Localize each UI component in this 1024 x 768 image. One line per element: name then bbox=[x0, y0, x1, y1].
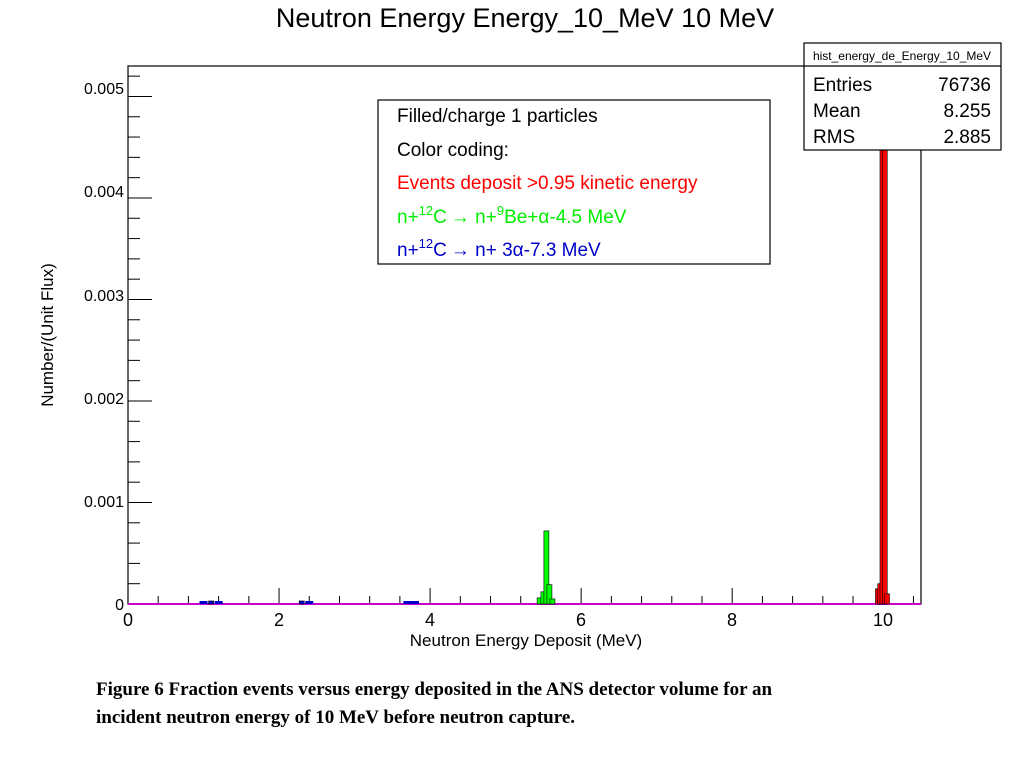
data-bar bbox=[543, 530, 550, 605]
stats-box: hist_energy_de_Energy_10_MeV Entries 767… bbox=[803, 42, 1002, 151]
stats-label: Mean bbox=[813, 101, 861, 122]
legend-line-blue: n+12C → n+ 3α-7.3 MeV bbox=[397, 236, 601, 261]
y-axis-minor-ticks bbox=[128, 75, 152, 605]
data-point bbox=[403, 601, 412, 604]
data-bar bbox=[884, 593, 890, 605]
x-axis-label: Neutron Energy Deposit (MeV) bbox=[410, 631, 642, 650]
caption-line: Figure 6 Fraction events versus energy d… bbox=[96, 679, 773, 700]
y-axis-label: Number/(Unit Flux) bbox=[38, 263, 57, 407]
legend-line-green: n+12C → n+9Be+α-4.5 MeV bbox=[397, 203, 627, 228]
data-bar bbox=[881, 116, 888, 605]
data-point bbox=[199, 601, 208, 604]
figure-caption: Figure 6 Fraction events versus energy d… bbox=[96, 676, 956, 732]
stats-value: 76736 bbox=[938, 75, 991, 96]
y-tick-label: 0.002 bbox=[84, 391, 124, 408]
x-tick-label: 6 bbox=[576, 610, 586, 630]
legend-line-red: Events deposit >0.95 kinetic energy bbox=[397, 173, 698, 194]
y-tick-label: 0.005 bbox=[84, 81, 124, 98]
x-tick-label: 4 bbox=[425, 610, 435, 630]
legend-frame bbox=[377, 99, 771, 265]
stats-label: Entries bbox=[813, 75, 872, 96]
stats-label: RMS bbox=[813, 127, 855, 148]
x-tick-label: 8 bbox=[727, 610, 737, 630]
legend-line-color-coding: Color coding: bbox=[397, 140, 509, 161]
data-bar bbox=[208, 600, 214, 605]
stats-value: 2.885 bbox=[943, 127, 991, 148]
stats-value: 8.255 bbox=[943, 101, 991, 122]
stats-box-frame bbox=[803, 42, 1002, 151]
data-point bbox=[305, 601, 314, 604]
x-tick-label: 0 bbox=[123, 610, 133, 630]
y-tick-label: 0 bbox=[115, 597, 124, 614]
chart-title: Neutron Energy Energy_10_MeV 10 MeV bbox=[276, 3, 774, 33]
data-bar bbox=[549, 598, 556, 605]
data-point bbox=[214, 601, 223, 604]
legend-line-filled: Filled/charge 1 particles bbox=[397, 106, 598, 127]
x-axis-tick-labels: 0 2 4 6 8 10 bbox=[123, 610, 893, 630]
y-tick-label: 0.003 bbox=[84, 288, 124, 305]
y-tick-label: 0.001 bbox=[84, 494, 124, 511]
legend-box: Filled/charge 1 particles Color coding: … bbox=[377, 99, 771, 265]
data-bar bbox=[298, 600, 305, 605]
stats-box-title: hist_energy_de_Energy_10_MeV bbox=[813, 49, 991, 63]
y-axis-tick-labels: 0 0.001 0.002 0.003 0.004 0.005 bbox=[84, 81, 124, 614]
y-tick-label: 0.004 bbox=[84, 184, 124, 201]
x-tick-label: 10 bbox=[873, 610, 893, 630]
data-bar bbox=[546, 584, 553, 605]
data-point bbox=[410, 601, 419, 604]
x-tick-label: 2 bbox=[274, 610, 284, 630]
x-axis-minor-ticks bbox=[127, 588, 914, 604]
caption-line: incident neutron energy of 10 MeV before… bbox=[96, 707, 576, 728]
